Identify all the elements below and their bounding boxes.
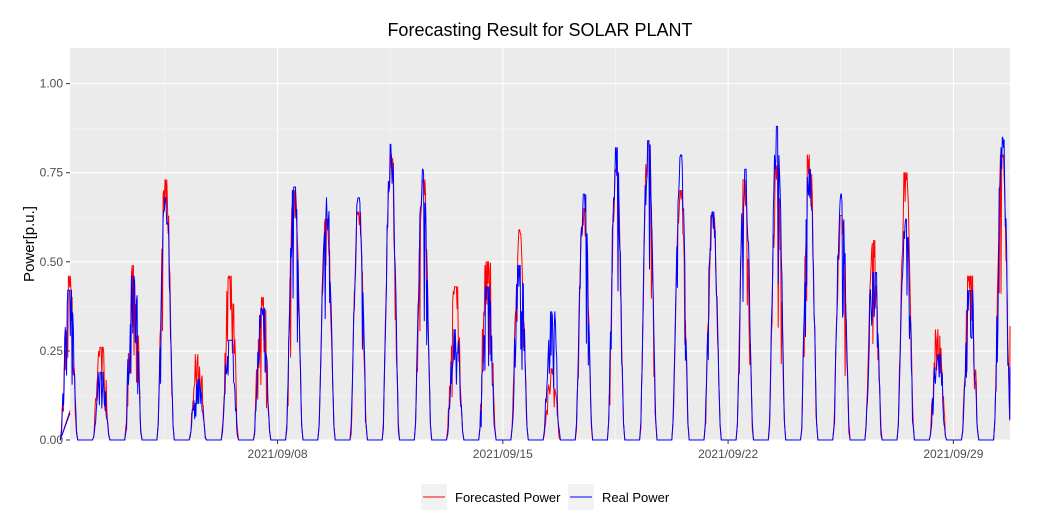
legend-label-real: Real Power <box>602 490 670 505</box>
y-tick-label: 0.00 <box>40 433 64 447</box>
chart-title: Forecasting Result for SOLAR PLANT <box>387 20 692 40</box>
y-tick-label: 0.50 <box>40 255 64 269</box>
y-tick-label: 0.25 <box>40 344 64 358</box>
x-tick-label: 2021/09/22 <box>698 447 758 461</box>
series-line-real <box>59 125 1011 441</box>
plot-panel <box>70 48 1010 440</box>
x-tick-label: 2021/09/08 <box>248 447 308 461</box>
y-axis: 0.00 0.25 0.50 0.75 1.00 <box>40 77 70 447</box>
x-tick-label: 2021/09/29 <box>923 447 983 461</box>
y-axis-title: Power[p.u.] <box>21 206 38 282</box>
y-tick-label: 1.00 <box>40 77 64 91</box>
x-tick-label: 2021/09/15 <box>473 447 533 461</box>
x-axis: 2021/09/08 2021/09/15 2021/09/22 2021/09/29 <box>248 440 984 461</box>
legend-label-forecast: Forecasted Power <box>455 490 561 505</box>
y-tick-label: 0.75 <box>40 166 64 180</box>
legend: Forecasted Power Real Power <box>421 484 670 510</box>
series-layer <box>59 125 1011 441</box>
